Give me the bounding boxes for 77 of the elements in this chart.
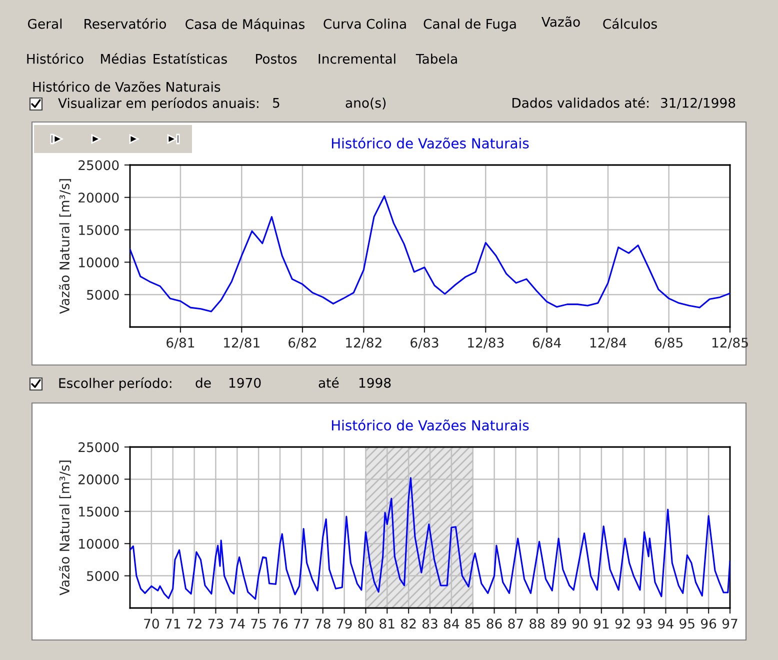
text: 31/12/1998 [661, 98, 736, 109]
text: até [318, 377, 339, 388]
y-tick-label: 5000 [87, 290, 119, 300]
line-series [130, 195, 730, 312]
x-tick-label: 97 [722, 618, 738, 629]
x-tick-label: 84 [444, 618, 460, 629]
text: Postos [256, 54, 297, 64]
x-tick-label: 94 [658, 618, 674, 629]
text: Cálculos [603, 18, 657, 29]
chart-title: Histórico de Vazões Naturais [332, 137, 529, 149]
text: ano(s) [346, 98, 386, 110]
text: Canal de Fuga [424, 18, 516, 32]
x-tick-label: 89 [551, 618, 566, 629]
y-tick-label: 15000 [79, 225, 119, 235]
x-tick-label: 12/83 [468, 338, 504, 349]
text: Visualizar em períodos anuais: [58, 97, 258, 111]
x-tick-label: 6/81 [166, 338, 194, 349]
x-tick-label: 12/82 [346, 338, 382, 349]
x-tick-label: 6/82 [288, 338, 316, 349]
x-tick-label: 6/83 [410, 338, 438, 349]
text: 1998 [359, 378, 391, 388]
x-tick-label: 6/84 [532, 338, 561, 349]
text: Curva Colina [324, 18, 406, 29]
x-tick-label: 74 [230, 618, 245, 628]
x-tick-label: 77 [294, 618, 309, 628]
x-tick-label: 78 [316, 618, 330, 629]
text: Médias [101, 53, 146, 64]
y-tick-label: 25000 [78, 442, 119, 452]
x-tick-label: 92 [615, 618, 630, 629]
x-tick-label: 76 [272, 618, 288, 629]
text: de [196, 378, 211, 388]
x-tick-label: 75 [251, 618, 266, 629]
x-tick-label: 12/84 [590, 338, 626, 349]
text: Histórico de Vazões Naturais [33, 81, 220, 92]
x-tick-label: 6/85 [654, 338, 682, 349]
x-tick-label: 81 [380, 618, 394, 629]
y-axis-title: Vazão Natural [m³/s] [59, 460, 72, 596]
y-tick-label: 10000 [79, 257, 119, 268]
x-tick-label: 88 [530, 618, 545, 629]
x-tick-label: 79 [336, 618, 352, 629]
y-tick-label: 15000 [79, 506, 119, 517]
x-tick-label: 71 [166, 618, 180, 628]
x-tick-label: 70 [144, 618, 159, 629]
x-tick-label: 86 [486, 618, 502, 629]
x-tick-label: 87 [508, 618, 523, 629]
text: Histórico [27, 53, 84, 64]
x-tick-label: 91 [594, 618, 609, 629]
y-tick-label: 25000 [78, 160, 119, 170]
text: Tabela [416, 54, 457, 64]
text: Escolher período: [59, 377, 172, 391]
x-tick-label: 83 [422, 618, 438, 629]
x-tick-label: 93 [636, 618, 652, 629]
x-tick-label: 85 [465, 618, 480, 629]
x-tick-label: 96 [701, 618, 716, 629]
text: Dados validados até: [512, 97, 648, 108]
x-tick-label: 90 [572, 618, 588, 629]
y-tick-label: 10000 [79, 538, 119, 549]
text: 1970 [229, 378, 261, 388]
text: Incremental [318, 54, 396, 64]
text: Reservatório [84, 18, 166, 29]
text: Geral [28, 18, 62, 29]
x-tick-label: 95 [680, 618, 694, 629]
text: Vazão [542, 16, 580, 27]
text: Estatísticas [154, 53, 227, 64]
y-tick-label: 5000 [87, 571, 119, 581]
x-tick-label: 12/81 [224, 338, 260, 349]
text: 5 [273, 98, 280, 108]
x-tick-label: 72 [186, 618, 202, 628]
text: Casa de Máquinas [186, 18, 305, 32]
chart-title: Histórico de Vazões Naturais [332, 419, 529, 431]
y-tick-label: 20000 [78, 474, 119, 484]
y-axis-title: Vazão Natural [m³/s] [59, 179, 72, 314]
x-tick-label: 73 [208, 618, 224, 629]
y-tick-label: 20000 [78, 192, 119, 203]
line-series [130, 477, 730, 600]
x-tick-label: 82 [401, 618, 416, 629]
x-tick-label: 80 [358, 618, 374, 629]
